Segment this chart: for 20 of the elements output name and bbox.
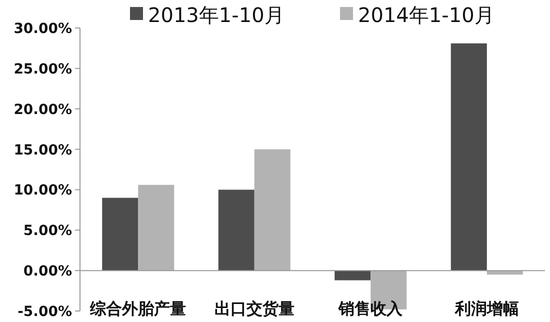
- y-tick-label: 10.00%: [14, 182, 72, 199]
- bar: [138, 184, 174, 271]
- y-tick-label: -5.00%: [18, 304, 72, 320]
- bar: [218, 190, 254, 271]
- y-tick-label: 15.00%: [14, 142, 72, 158]
- y-tick-label: 5.00%: [23, 223, 72, 240]
- bar: [254, 149, 290, 271]
- x-tick-label: 销售收入: [338, 299, 404, 318]
- y-tick-label: 30.00%: [14, 21, 72, 37]
- bar: [102, 198, 138, 271]
- x-tick-label: 出口交货量: [214, 299, 294, 318]
- bar: [334, 270, 371, 280]
- bar: [450, 43, 487, 271]
- legend-label: 2013年1-10月: [148, 3, 284, 27]
- legend-label: 2014年1-10月: [358, 3, 494, 27]
- y-tick-label: 20.00%: [14, 102, 72, 118]
- x-tick-label: 利润增幅: [454, 299, 519, 318]
- y-tick-label: 0.00%: [23, 264, 72, 280]
- x-tick-label: 综合外胎产量: [89, 299, 186, 318]
- y-tick-label: 25.00%: [14, 61, 72, 78]
